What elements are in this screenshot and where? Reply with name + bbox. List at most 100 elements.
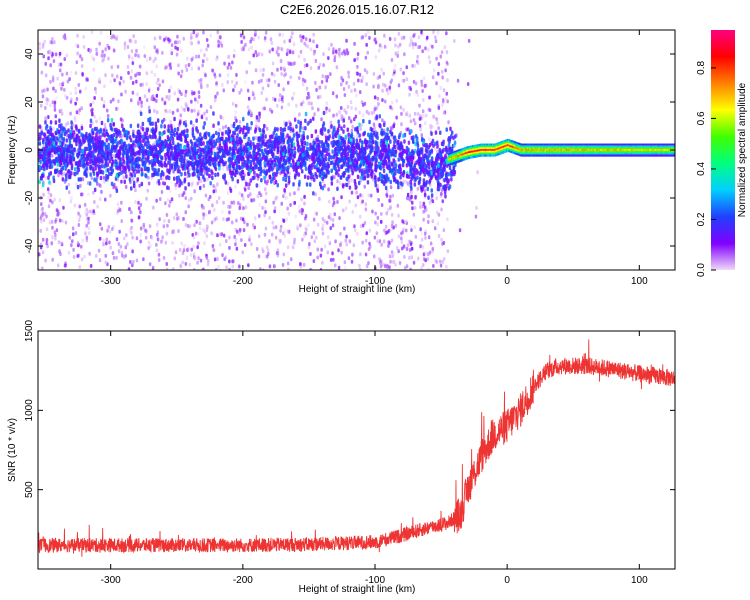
noise-cell — [255, 53, 259, 58]
band-cell — [262, 127, 265, 133]
band-cell — [358, 180, 361, 186]
band-cell — [74, 171, 77, 177]
band-cell — [38, 154, 42, 159]
band-cell — [299, 121, 302, 126]
noise-cell — [216, 30, 219, 35]
noise-cell — [218, 128, 221, 132]
noise-cell — [295, 103, 298, 108]
band-cell — [445, 127, 448, 132]
noise-cell — [58, 218, 62, 223]
noise-cell — [285, 217, 288, 222]
noise-cell — [441, 199, 444, 204]
noise-cell — [49, 79, 52, 84]
noise-cell — [206, 43, 210, 48]
noise-cell — [348, 116, 351, 121]
noise-cell — [199, 103, 203, 108]
noise-cell — [138, 96, 142, 101]
noise-cell — [412, 212, 416, 217]
noise-cell — [131, 249, 134, 254]
noise-cell — [215, 81, 218, 86]
noise-cell — [279, 228, 282, 233]
band-cell — [64, 173, 68, 178]
noise-cell — [74, 71, 78, 76]
noise-cell — [103, 179, 106, 184]
noise-cell — [196, 32, 200, 37]
noise-cell — [383, 33, 386, 38]
noise-cell — [139, 83, 142, 87]
noise-cell — [349, 119, 353, 124]
noise-cell — [428, 95, 432, 100]
noise-cell — [46, 87, 49, 92]
noise-cell — [87, 181, 90, 186]
noise-cell — [218, 242, 222, 247]
noise-cell — [304, 226, 307, 230]
noise-cell — [252, 198, 256, 202]
band-cell — [276, 127, 279, 132]
noise-cell — [150, 96, 153, 100]
band-cell — [183, 145, 186, 150]
band-cell — [256, 173, 260, 179]
band-cell — [156, 171, 160, 177]
band-cell — [44, 125, 48, 131]
noise-cell — [43, 39, 46, 44]
band-cell — [148, 116, 152, 122]
noise-cell — [162, 224, 166, 229]
noise-cell — [383, 44, 387, 49]
noise-cell — [367, 247, 371, 252]
noise-cell — [422, 98, 425, 102]
noise-cell — [440, 237, 443, 242]
noise-cell — [51, 37, 54, 41]
band-cell — [99, 175, 103, 181]
band-cell — [184, 186, 187, 191]
noise-cell — [174, 250, 178, 255]
band-cell — [119, 162, 122, 168]
band-cell — [70, 120, 73, 125]
noise-cell — [267, 78, 271, 83]
noise-cell — [49, 198, 52, 203]
noise-cell — [278, 98, 281, 103]
noise-cell — [130, 218, 133, 223]
noise-cell — [45, 97, 49, 102]
band-cell — [346, 127, 349, 132]
noise-cell — [126, 242, 129, 247]
noise-cell — [53, 197, 56, 202]
noise-cell — [347, 256, 351, 261]
noise-cell — [163, 37, 166, 42]
noise-cell — [244, 80, 247, 85]
noise-cell — [236, 229, 239, 234]
noise-cell — [286, 48, 290, 53]
band-cell — [362, 131, 365, 137]
noise-cell — [307, 91, 310, 96]
noise-cell — [404, 219, 407, 224]
noise-cell — [380, 45, 383, 50]
noise-cell — [66, 121, 70, 126]
noise-cell — [363, 184, 366, 189]
noise-cell — [158, 83, 161, 88]
band-cell — [267, 168, 271, 173]
band-cell — [158, 181, 161, 186]
noise-cell — [138, 64, 142, 69]
noise-cell — [140, 104, 143, 109]
noise-cell — [299, 49, 303, 54]
noise-cell — [190, 108, 194, 113]
noise-cell — [252, 53, 255, 58]
noise-cell — [164, 240, 168, 245]
noise-cell — [160, 239, 163, 244]
noise-cell — [228, 235, 231, 240]
noise-cell — [147, 181, 151, 186]
noise-cell — [46, 244, 49, 249]
noise-cell — [38, 252, 41, 257]
band-cell — [412, 135, 415, 140]
noise-cell — [305, 227, 308, 232]
noise-cell — [363, 221, 367, 225]
noise-cell — [98, 258, 102, 263]
noise-cell — [41, 94, 45, 99]
noise-cell — [332, 196, 335, 201]
noise-cell — [243, 243, 247, 247]
noise-cell — [120, 251, 124, 255]
band-cell — [218, 166, 221, 171]
noise-cell — [359, 214, 362, 219]
band-cell — [309, 118, 312, 124]
noise-cell — [332, 50, 335, 55]
noise-cell — [117, 206, 121, 211]
